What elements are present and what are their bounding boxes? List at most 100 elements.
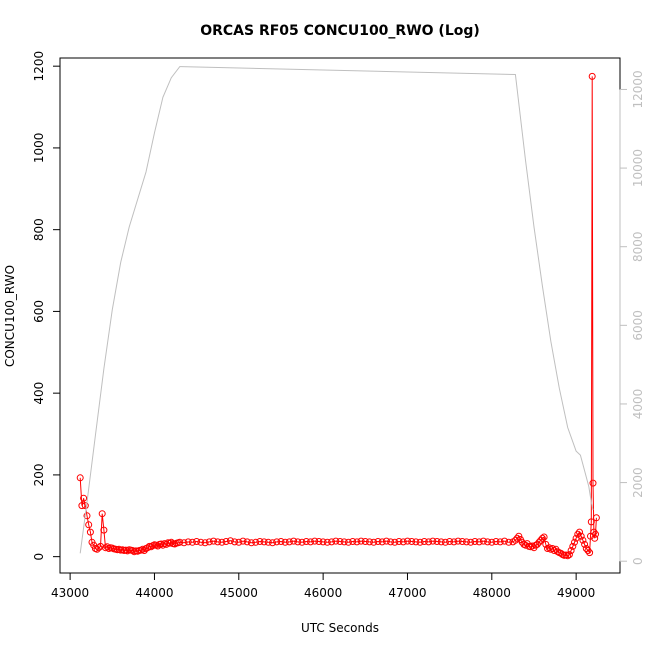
plot-frame [59, 57, 621, 574]
data-point [479, 537, 487, 545]
data-point [587, 518, 595, 526]
data-point [496, 538, 504, 546]
concentration-series-line [79, 76, 597, 557]
data-point [193, 538, 201, 545]
data-point [103, 543, 111, 551]
data-point [370, 538, 378, 546]
chart-title: ORCAS RF05 CONCU100_RWO (Log) [200, 23, 480, 39]
data-point [188, 538, 196, 546]
y-tick-label: 1200 [32, 51, 46, 82]
data-point [408, 538, 416, 545]
data-point [264, 538, 272, 546]
data-point [214, 538, 222, 546]
data-point [399, 538, 407, 546]
data-point [378, 538, 386, 546]
y-tick-label: 1000 [32, 133, 46, 164]
data-point [252, 538, 260, 546]
data-point [581, 540, 589, 548]
data-point [95, 544, 103, 552]
data-point [80, 494, 88, 502]
data-point [344, 538, 352, 546]
data-point [97, 542, 104, 550]
data-point [505, 538, 513, 546]
x-tick-label: 48000 [473, 586, 511, 600]
y2-tick-label: 2000 [631, 467, 645, 498]
data-point [501, 537, 508, 545]
data-point [307, 538, 314, 546]
y-axis: 0 200 400 600 800 1000 1200 [32, 51, 61, 561]
data-point [569, 542, 577, 550]
y2-axis: 0 2000 4000 6000 8000 10000 12000 [619, 70, 645, 565]
data-point [154, 542, 162, 550]
data-point [528, 542, 536, 550]
data-point [567, 547, 575, 554]
data-point [475, 538, 483, 546]
data-point [76, 474, 84, 482]
data-point [205, 538, 213, 546]
data-point [298, 538, 306, 546]
data-point [404, 537, 411, 545]
data-point [515, 532, 523, 540]
data-point [235, 538, 243, 546]
data-point [78, 502, 86, 510]
data-point [366, 538, 373, 546]
y2-tick-label: 4000 [631, 389, 645, 420]
data-point [222, 538, 230, 545]
data-point [210, 537, 217, 545]
y-tick-label: 600 [32, 300, 46, 323]
data-point [471, 538, 479, 545]
x-tick-label: 44000 [135, 586, 173, 600]
y-tick-label: 800 [32, 218, 46, 241]
x-tick-label: 45000 [220, 586, 258, 600]
data-point [83, 512, 91, 520]
data-point [433, 538, 441, 545]
data-point [336, 538, 344, 545]
data-point [353, 538, 361, 546]
data-point [511, 536, 519, 544]
data-point [285, 538, 293, 546]
altitude-series-line [79, 66, 594, 554]
data-point [579, 536, 587, 544]
data-point [425, 538, 433, 546]
data-point [361, 538, 369, 545]
data-point [184, 538, 192, 546]
y-tick-label: 0 [32, 553, 46, 561]
data-point [592, 514, 600, 522]
data-point [540, 533, 548, 541]
data-point [441, 538, 449, 546]
x-tick-label: 46000 [304, 586, 342, 600]
data-point [332, 537, 340, 545]
data-point [226, 537, 234, 545]
data-point [533, 540, 541, 548]
data-point [467, 538, 475, 546]
data-point [564, 552, 572, 560]
data-point [311, 537, 319, 545]
data-point [416, 538, 424, 546]
data-point [577, 532, 585, 540]
data-point [571, 538, 578, 546]
data-point [591, 534, 599, 542]
data-point [167, 538, 175, 546]
data-point [463, 538, 470, 546]
data-point [98, 510, 106, 518]
data-point [429, 537, 437, 545]
data-point [302, 538, 310, 545]
data-point [243, 538, 251, 546]
data-point [538, 534, 546, 542]
data-point [437, 538, 445, 546]
data-point [147, 543, 155, 551]
data-point [574, 530, 582, 538]
y2-tick-label: 8000 [631, 231, 645, 262]
data-point [484, 538, 492, 546]
data-point [218, 538, 226, 546]
y-tick-label: 200 [32, 463, 46, 486]
x-tick-label: 49000 [557, 586, 595, 600]
data-point [446, 538, 454, 545]
data-point [357, 537, 365, 545]
data-point [294, 538, 302, 546]
data-point [247, 539, 255, 547]
data-point [458, 538, 466, 545]
x-axis: 43000 44000 45000 46000 47000 48000 49000 [51, 572, 595, 600]
data-point [273, 538, 281, 546]
